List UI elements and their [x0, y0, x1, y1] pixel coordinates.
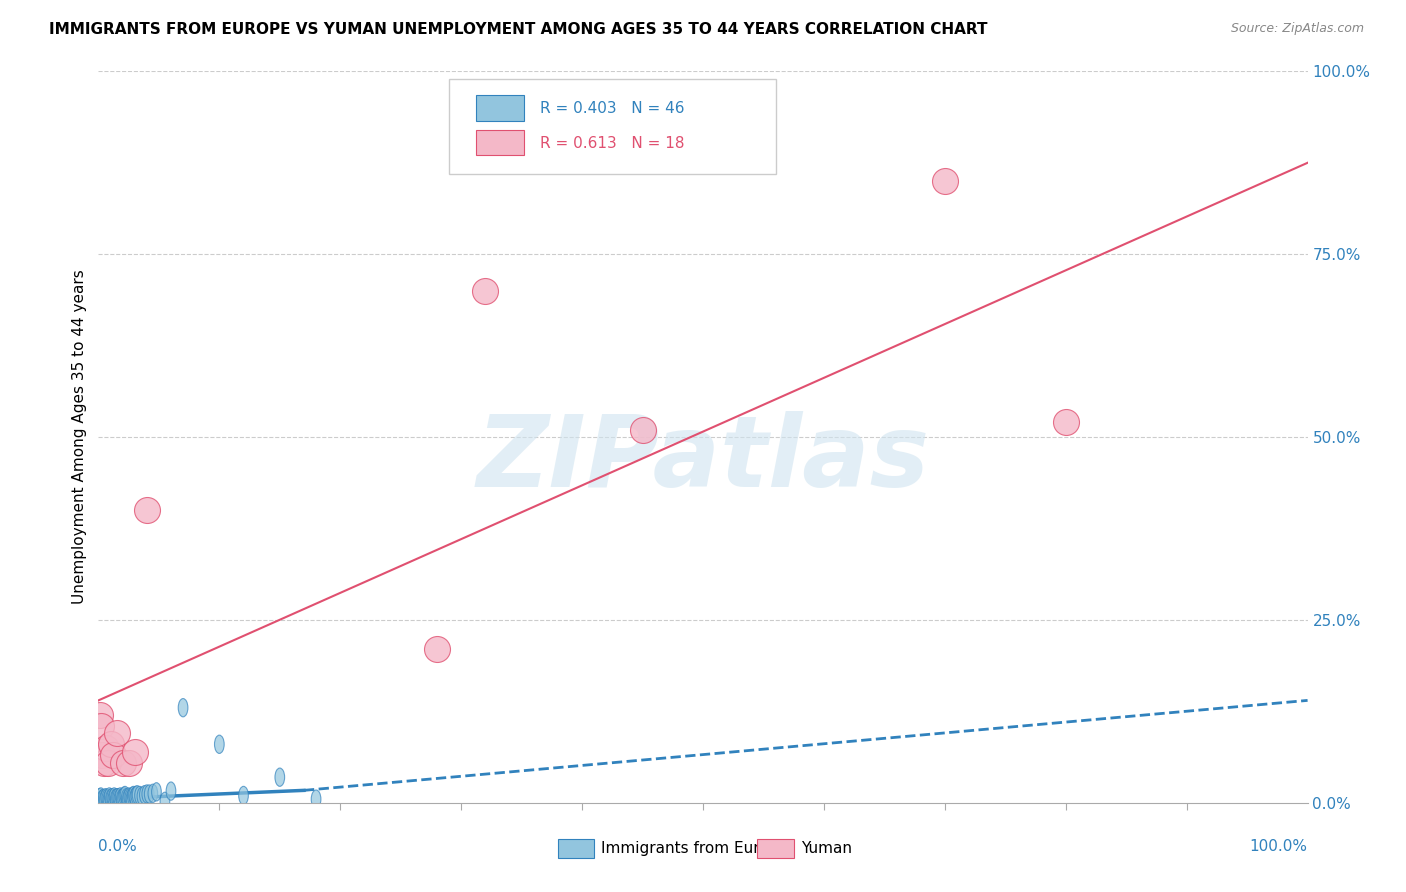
- FancyBboxPatch shape: [758, 839, 794, 858]
- Ellipse shape: [101, 789, 111, 807]
- Point: [474, 284, 496, 298]
- Ellipse shape: [131, 787, 141, 805]
- Ellipse shape: [148, 784, 157, 803]
- Ellipse shape: [142, 785, 152, 803]
- Point: [105, 726, 128, 740]
- Ellipse shape: [152, 782, 162, 801]
- FancyBboxPatch shape: [449, 78, 776, 174]
- Text: ZIPatlas: ZIPatlas: [477, 410, 929, 508]
- Ellipse shape: [111, 789, 121, 807]
- Text: R = 0.403   N = 46: R = 0.403 N = 46: [540, 101, 685, 116]
- Point: [101, 748, 124, 763]
- Ellipse shape: [129, 787, 138, 805]
- Ellipse shape: [139, 786, 149, 804]
- Point: [97, 756, 120, 770]
- Ellipse shape: [132, 786, 142, 804]
- Ellipse shape: [160, 792, 170, 811]
- Ellipse shape: [122, 789, 132, 807]
- Ellipse shape: [111, 789, 120, 807]
- Ellipse shape: [276, 768, 284, 787]
- Point: [93, 756, 115, 770]
- Text: Immigrants from Europe: Immigrants from Europe: [602, 840, 789, 855]
- Text: 0.0%: 0.0%: [98, 839, 138, 855]
- Text: IMMIGRANTS FROM EUROPE VS YUMAN UNEMPLOYMENT AMONG AGES 35 TO 44 YEARS CORRELATI: IMMIGRANTS FROM EUROPE VS YUMAN UNEMPLOY…: [49, 22, 987, 37]
- Ellipse shape: [94, 789, 104, 807]
- Point: [111, 756, 134, 770]
- FancyBboxPatch shape: [558, 839, 595, 858]
- Ellipse shape: [117, 789, 127, 807]
- Ellipse shape: [179, 698, 188, 717]
- Ellipse shape: [105, 789, 115, 807]
- Ellipse shape: [311, 790, 321, 808]
- Point: [100, 737, 122, 751]
- Point: [89, 708, 111, 723]
- Ellipse shape: [128, 787, 138, 805]
- Point: [631, 423, 654, 437]
- Ellipse shape: [166, 782, 176, 800]
- Ellipse shape: [125, 789, 135, 807]
- Ellipse shape: [108, 789, 118, 807]
- Ellipse shape: [120, 787, 129, 805]
- Ellipse shape: [120, 787, 129, 805]
- Text: Yuman: Yuman: [801, 840, 852, 855]
- Ellipse shape: [138, 787, 146, 805]
- Ellipse shape: [97, 790, 107, 808]
- Ellipse shape: [96, 788, 105, 806]
- Ellipse shape: [98, 789, 108, 807]
- Point: [135, 503, 157, 517]
- Ellipse shape: [100, 790, 110, 808]
- Point: [1054, 416, 1077, 430]
- Ellipse shape: [107, 789, 117, 807]
- Ellipse shape: [104, 788, 114, 806]
- Ellipse shape: [215, 735, 224, 754]
- FancyBboxPatch shape: [475, 95, 524, 121]
- Point: [118, 756, 141, 770]
- Ellipse shape: [145, 785, 155, 803]
- Ellipse shape: [121, 789, 131, 807]
- Text: R = 0.613   N = 18: R = 0.613 N = 18: [540, 136, 685, 151]
- Ellipse shape: [112, 789, 122, 807]
- Ellipse shape: [103, 790, 112, 808]
- Ellipse shape: [129, 788, 139, 806]
- Ellipse shape: [110, 788, 120, 806]
- Point: [124, 745, 146, 759]
- Ellipse shape: [103, 789, 111, 807]
- Ellipse shape: [127, 789, 136, 807]
- Text: Source: ZipAtlas.com: Source: ZipAtlas.com: [1230, 22, 1364, 36]
- Point: [934, 174, 956, 188]
- FancyBboxPatch shape: [475, 130, 524, 155]
- Point: [90, 719, 112, 733]
- Ellipse shape: [118, 789, 128, 807]
- Ellipse shape: [135, 787, 145, 805]
- Ellipse shape: [114, 789, 124, 807]
- Ellipse shape: [115, 788, 125, 806]
- Text: 100.0%: 100.0%: [1250, 839, 1308, 855]
- Point: [91, 748, 114, 763]
- Point: [94, 740, 117, 755]
- Point: [426, 642, 449, 657]
- Ellipse shape: [124, 788, 134, 806]
- Ellipse shape: [239, 787, 249, 805]
- Y-axis label: Unemployment Among Ages 35 to 44 years: Unemployment Among Ages 35 to 44 years: [72, 269, 87, 605]
